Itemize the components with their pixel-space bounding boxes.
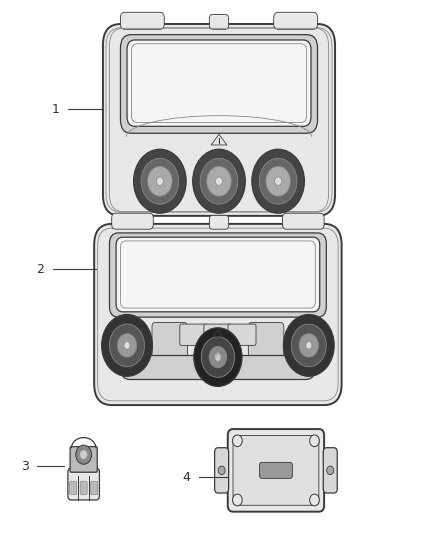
Text: 4: 4 <box>183 471 191 483</box>
FancyBboxPatch shape <box>152 322 187 368</box>
FancyBboxPatch shape <box>180 324 208 345</box>
FancyBboxPatch shape <box>70 481 77 495</box>
Circle shape <box>233 435 242 447</box>
Circle shape <box>201 337 234 377</box>
FancyBboxPatch shape <box>68 468 99 500</box>
Circle shape <box>80 450 88 459</box>
Circle shape <box>156 177 163 185</box>
Circle shape <box>310 494 319 506</box>
Circle shape <box>200 158 238 204</box>
FancyBboxPatch shape <box>228 429 324 512</box>
FancyBboxPatch shape <box>120 35 318 133</box>
FancyBboxPatch shape <box>204 324 232 345</box>
FancyBboxPatch shape <box>120 356 315 379</box>
FancyBboxPatch shape <box>94 224 342 405</box>
Text: 3: 3 <box>21 460 28 473</box>
FancyBboxPatch shape <box>116 237 320 312</box>
Circle shape <box>259 158 297 204</box>
FancyBboxPatch shape <box>233 435 319 505</box>
Circle shape <box>283 314 334 376</box>
Circle shape <box>310 435 319 447</box>
Circle shape <box>76 445 92 464</box>
Text: 2: 2 <box>36 263 44 276</box>
FancyBboxPatch shape <box>110 233 326 317</box>
Circle shape <box>148 166 172 196</box>
FancyBboxPatch shape <box>323 448 337 493</box>
Circle shape <box>266 166 290 196</box>
FancyBboxPatch shape <box>228 324 256 345</box>
Circle shape <box>327 466 334 474</box>
FancyBboxPatch shape <box>103 24 335 216</box>
Circle shape <box>102 314 152 376</box>
Circle shape <box>209 346 226 368</box>
FancyBboxPatch shape <box>70 447 97 472</box>
Circle shape <box>252 149 304 213</box>
Circle shape <box>233 494 242 506</box>
FancyBboxPatch shape <box>259 462 293 479</box>
Circle shape <box>306 342 312 349</box>
Circle shape <box>218 466 225 474</box>
Circle shape <box>207 166 231 196</box>
Circle shape <box>215 177 223 185</box>
FancyBboxPatch shape <box>112 213 153 229</box>
FancyBboxPatch shape <box>91 481 98 495</box>
Circle shape <box>194 328 242 386</box>
Text: 1: 1 <box>51 103 59 116</box>
Circle shape <box>110 324 145 367</box>
FancyBboxPatch shape <box>127 40 311 126</box>
Circle shape <box>214 353 221 361</box>
Circle shape <box>134 149 186 213</box>
FancyBboxPatch shape <box>80 481 87 495</box>
FancyBboxPatch shape <box>215 448 229 493</box>
Circle shape <box>193 149 245 213</box>
FancyBboxPatch shape <box>248 322 284 368</box>
Circle shape <box>117 334 137 357</box>
Circle shape <box>141 158 179 204</box>
FancyBboxPatch shape <box>274 12 318 29</box>
Circle shape <box>124 342 130 349</box>
Circle shape <box>291 324 326 367</box>
Circle shape <box>299 334 318 357</box>
FancyBboxPatch shape <box>209 215 229 229</box>
FancyBboxPatch shape <box>209 14 229 29</box>
FancyBboxPatch shape <box>120 12 164 29</box>
FancyBboxPatch shape <box>283 213 324 229</box>
Circle shape <box>275 177 282 185</box>
